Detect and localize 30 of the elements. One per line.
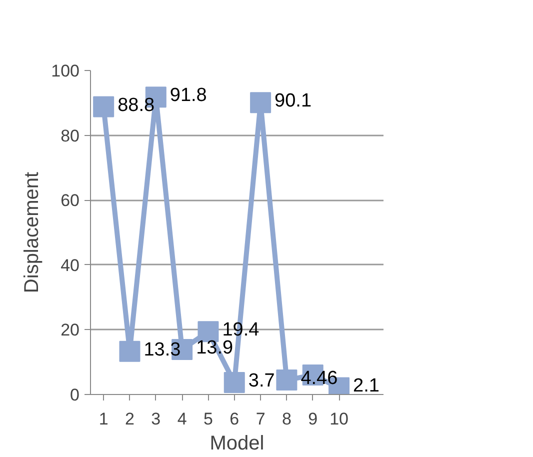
y-tick-label: 80	[60, 126, 80, 146]
x-tick-label: 8	[282, 410, 292, 428]
y-tick-label: 20	[60, 320, 80, 340]
x-axis-title: Model	[210, 432, 264, 454]
point	[119, 340, 140, 362]
point	[224, 372, 245, 394]
data-label: 91.8	[170, 85, 207, 106]
data-label: 4.46	[300, 368, 338, 390]
x-tick-label: 9	[308, 410, 318, 428]
x-tick-label: 1	[98, 410, 108, 428]
x-tick-label: 10	[330, 410, 348, 428]
y-tick-label: 60	[60, 191, 80, 210]
data-label: 3.7	[248, 370, 275, 392]
x-tick-label: 2	[125, 410, 134, 428]
point	[250, 92, 272, 114]
data-label: 90.1	[274, 90, 312, 112]
data-label: 88.8	[118, 94, 155, 116]
point	[276, 370, 298, 391]
y-axis-title: Displacement	[21, 171, 44, 294]
x-tick-label: 7	[256, 410, 266, 428]
data-label: 13.3	[144, 339, 181, 360]
x-tick-label: 4	[177, 410, 187, 428]
x-tick-label: 3	[151, 410, 161, 428]
x-tick-label: 5	[203, 410, 213, 428]
y-tick-label: 40	[60, 256, 80, 275]
y-tick-label: 100	[51, 62, 80, 80]
y-tick-label: 0	[70, 386, 80, 404]
x-tick-label: 6	[230, 410, 240, 428]
data-label: 2.1	[353, 376, 380, 397]
point	[93, 96, 114, 118]
